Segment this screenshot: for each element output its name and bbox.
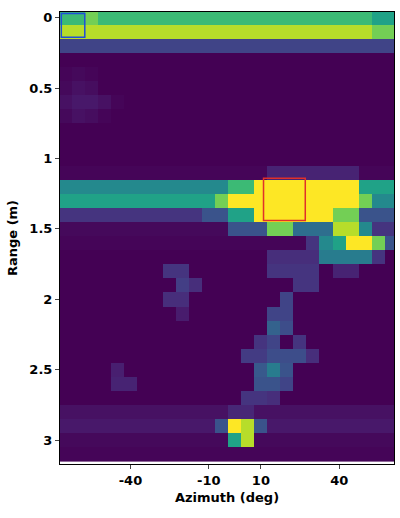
svg-text:-40: -40 [119, 473, 143, 488]
svg-text:0: 0 [43, 10, 52, 25]
svg-text:-10: -10 [197, 473, 221, 488]
svg-text:40: 40 [330, 473, 348, 488]
svg-text:1.5: 1.5 [29, 221, 52, 236]
svg-text:2.5: 2.5 [29, 362, 52, 377]
svg-text:Azimuth (deg): Azimuth (deg) [175, 490, 279, 505]
svg-text:10: 10 [252, 473, 270, 488]
svg-text:Range (m): Range (m) [5, 200, 20, 276]
svg-text:1: 1 [43, 151, 52, 166]
svg-text:3: 3 [43, 433, 52, 448]
svg-text:2: 2 [43, 292, 52, 307]
svg-text:0.5: 0.5 [29, 81, 52, 96]
